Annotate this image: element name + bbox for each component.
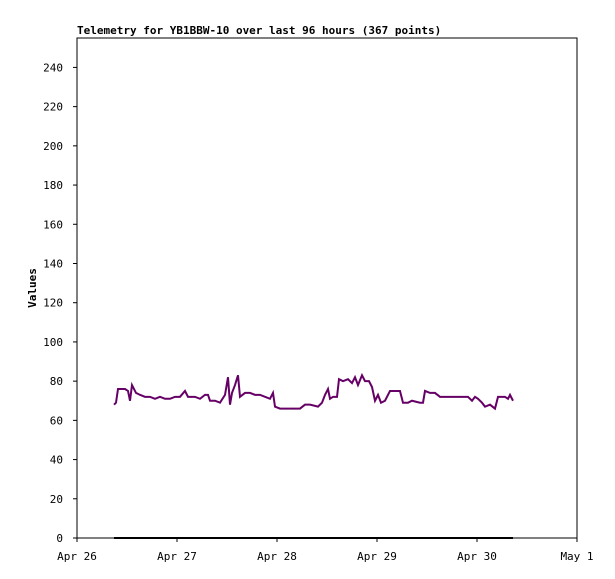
data-line [113,372,514,411]
x-tick-label: Apr 30 [457,550,497,563]
y-tick-label: 160 [43,218,63,231]
y-tick-label: 100 [43,336,63,349]
y-tick-label: 20 [50,493,63,506]
x-tick-label: May 1 [560,550,593,563]
plot-frame [76,37,578,539]
y-tick-label: 220 [43,101,63,114]
x-tick-label: Apr 27 [157,550,197,563]
y-axis-label: Values [26,268,39,308]
x-tick-label: Apr 28 [257,550,297,563]
x-tick-label: Apr 26 [57,550,97,563]
y-tick-label: 180 [43,179,63,192]
y-tick-label: 120 [43,297,63,310]
y-tick-label: 200 [43,140,63,153]
y-tick-label: 240 [43,61,63,74]
y-tick-label: 140 [43,257,63,270]
y-tick-label: 60 [50,414,63,427]
y-tick-label: 40 [50,454,63,467]
chart-title: Telemetry for YB1BBW-10 over last 96 hou… [77,24,441,37]
x-tick-label: Apr 29 [357,550,397,563]
y-tick-label: 0 [56,532,63,545]
y-tick-label: 80 [50,375,63,388]
